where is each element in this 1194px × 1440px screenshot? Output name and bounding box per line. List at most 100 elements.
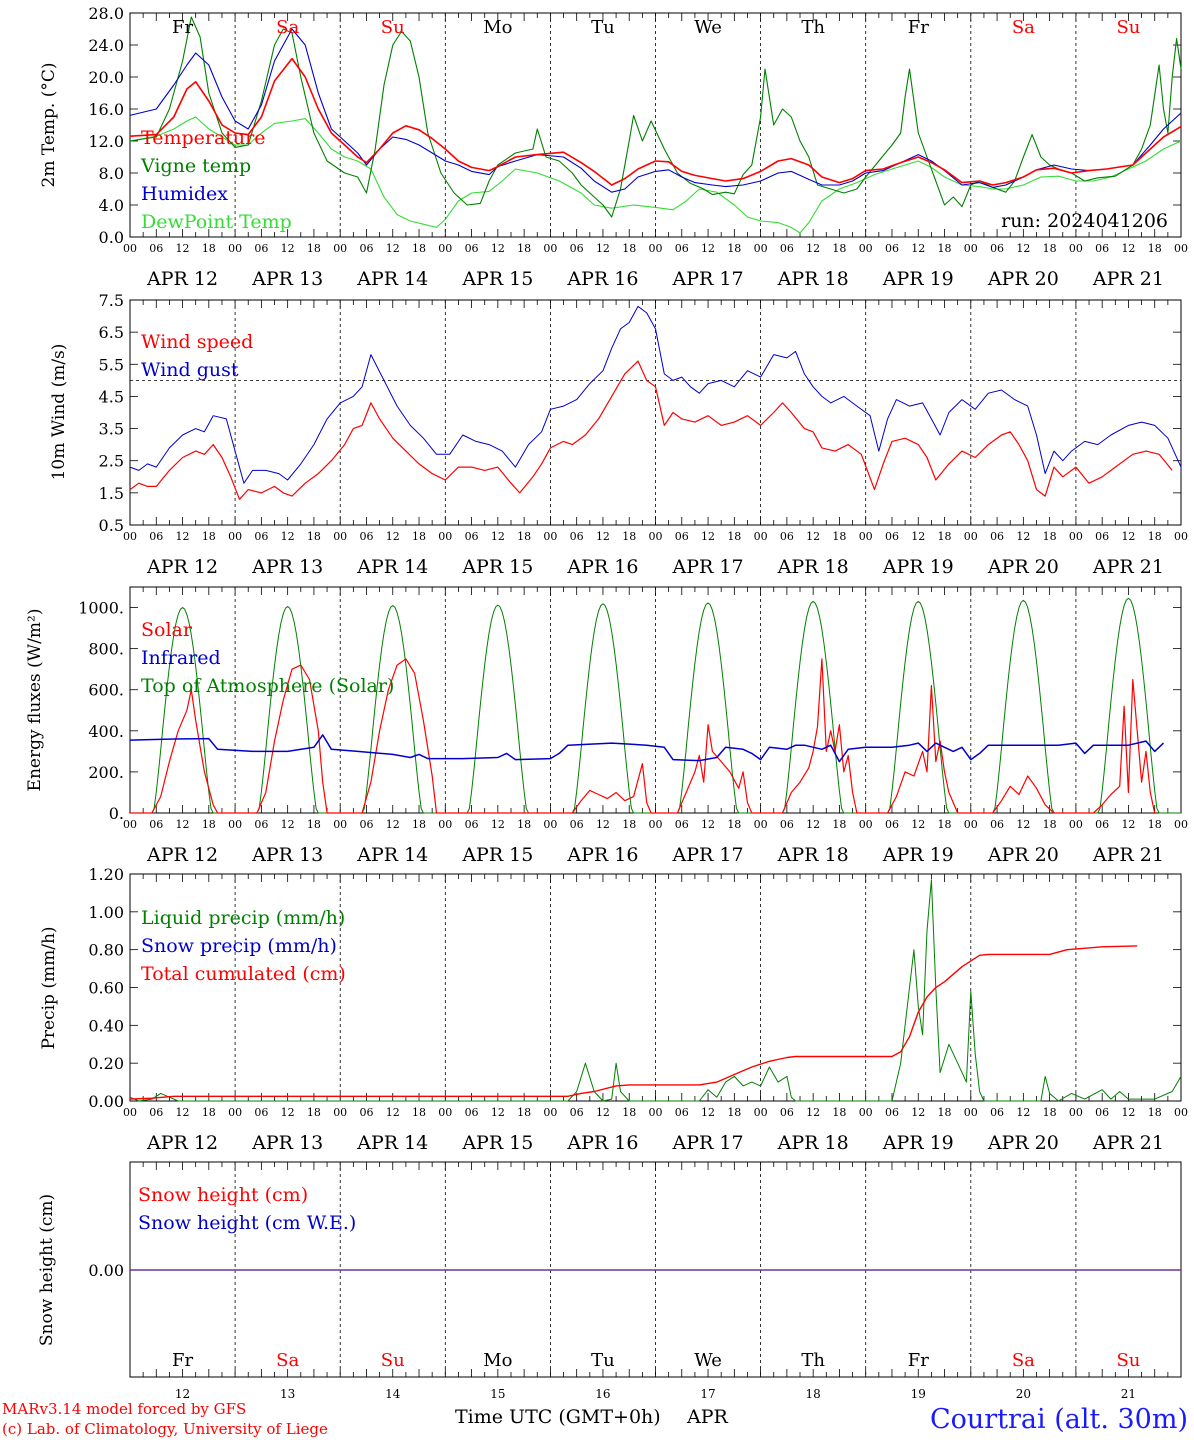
day-name: Su — [1116, 17, 1140, 38]
wind-hour-label: 12 — [596, 530, 610, 543]
energy-y-tick-label: 200. — [88, 763, 124, 782]
precip-date-label: APR 19 — [882, 1132, 954, 1154]
energy-hour-label: 18 — [1148, 818, 1162, 831]
temperature-series — [129, 16, 1182, 234]
snow-y-axis-label: Snow height (cm) — [37, 1194, 57, 1346]
temperature-y-ticks: 0.0 4.0 8.0 12.0 16.0 20.0 24.0 28.0 — [88, 4, 1181, 247]
wind-plot-frame — [129, 299, 1182, 526]
energy-hour-label: 12 — [281, 818, 295, 831]
credit-line-1: MARv3.14 model forced by GFS — [2, 1400, 246, 1418]
wind-hour-label: 06 — [780, 530, 794, 543]
energy-hour-label: 18 — [727, 818, 741, 831]
legend-snow-precip-mm-h-: Snow precip (mm/h) — [141, 935, 337, 957]
energy-hour-label: 12 — [806, 818, 820, 831]
precip-hour-label: 06 — [359, 1106, 373, 1119]
energy-hour-label: 18 — [1043, 818, 1057, 831]
temperature-hour-label: 18 — [307, 242, 321, 255]
energy-date-label: APR 17 — [672, 844, 744, 866]
temperature-hour-label: 06 — [990, 242, 1004, 255]
day-name: Su — [1116, 1350, 1140, 1371]
wind-y-tick-label: 3.5 — [99, 420, 124, 439]
energy-hour-label: 12 — [911, 818, 925, 831]
energy-hour-label: 18 — [832, 818, 846, 831]
energy-hour-label: 00 — [1069, 818, 1083, 831]
precip-date-label: APR 16 — [566, 1132, 638, 1154]
precip-hour-label: 00 — [1069, 1106, 1083, 1119]
wind-hour-label: 12 — [176, 530, 190, 543]
temperature-hour-label: 00 — [649, 242, 663, 255]
wind-x-ticks: 00 06 12 18 00 06 12 18 00 06 12 18 00 06 12 18 00 06 12 18… — [123, 300, 1188, 578]
wind-legend: Wind speed Wind gust — [141, 331, 253, 381]
month-label: APR — [686, 1406, 729, 1428]
wind-hour-label: 12 — [701, 530, 715, 543]
wind-date-label: APR 13 — [251, 556, 323, 578]
precip-hour-label: 12 — [911, 1106, 925, 1119]
energy-hour-label: 12 — [491, 818, 505, 831]
temperature-hour-label: 00 — [964, 242, 978, 255]
precip-hour-label: 12 — [386, 1106, 400, 1119]
energy-hour-label: 00 — [438, 818, 452, 831]
precip-hour-label: 12 — [806, 1106, 820, 1119]
legend-temperature: Temperature — [141, 127, 265, 149]
precip-y-axis-label: Precip (mm/h) — [39, 926, 59, 1049]
legend-liquid-precip-mm-h-: Liquid precip (mm/h) — [141, 907, 345, 929]
wind-hour-label: 06 — [675, 530, 689, 543]
day-name: Mo — [483, 1350, 512, 1371]
temperature-hour-label: 12 — [1016, 242, 1030, 255]
wind-date-label: APR 15 — [461, 556, 533, 578]
wind-hour-label: 18 — [307, 530, 321, 543]
wind-hour-label: 00 — [1069, 530, 1083, 543]
precip-hour-label: 00 — [123, 1106, 137, 1119]
energy-hour-label: 00 — [754, 818, 768, 831]
energy-x-ticks: 00 06 12 18 00 06 12 18 00 06 12 18 00 06 12 18 00 06 12 18… — [123, 587, 1188, 866]
day-name: We — [694, 1350, 722, 1371]
precip-hour-label: 18 — [517, 1106, 531, 1119]
energy-hour-label: 06 — [359, 818, 373, 831]
temperature-hour-label: 18 — [938, 242, 952, 255]
wind-y-tick-label: 2.5 — [99, 452, 124, 471]
wind-series — [129, 305, 1182, 500]
day-number: 19 — [911, 1387, 926, 1401]
precip-x-ticks: 00 06 12 18 00 06 12 18 00 06 12 18 00 06 12 18 00 06 12 18… — [123, 874, 1188, 1154]
snow-legend: Snow height (cm) Snow height (cm W.E.) — [138, 1184, 356, 1234]
wind-hour-label: 06 — [990, 530, 1004, 543]
day-number: 13 — [280, 1387, 295, 1401]
temperature-hour-label: 12 — [386, 242, 400, 255]
energy-date-label: APR 21 — [1092, 844, 1164, 866]
wind-date-label: APR 12 — [146, 556, 218, 578]
precip-date-label: APR 18 — [777, 1132, 849, 1154]
energy-date-label: APR 16 — [566, 844, 638, 866]
precip-hour-label: 06 — [675, 1106, 689, 1119]
precip-hour-label: 12 — [1016, 1106, 1030, 1119]
precip-hour-label: 18 — [727, 1106, 741, 1119]
series-wind-speed — [129, 360, 1173, 500]
day-name: We — [694, 17, 722, 38]
temperature-hour-label: 06 — [570, 242, 584, 255]
precip-date-label: APR 13 — [251, 1132, 323, 1154]
energy-hour-label: 12 — [176, 818, 190, 831]
temperature-hour-label: 18 — [1148, 242, 1162, 255]
temperature-hour-label: 00 — [123, 242, 137, 255]
energy-date-label: APR 12 — [146, 844, 218, 866]
energy-y-axis-label: Energy fluxes (W/m²) — [25, 609, 45, 792]
energy-y-tick-label: 1000. — [78, 599, 124, 618]
precip-hour-label: 18 — [307, 1106, 321, 1119]
temperature-hour-label: 06 — [780, 242, 794, 255]
series-wind-gust — [129, 305, 1182, 484]
wind-y-tick-label: 4.5 — [99, 387, 124, 406]
wind-y-tick-label: 6.5 — [99, 323, 124, 342]
temperature-x-ticks: 00 06 12 18 00 06 12 18 00 06 12 18 00 06 12 18 00 06 12 18… — [123, 13, 1188, 290]
energy-date-label: APR 14 — [356, 844, 428, 866]
wind-y-tick-label: 7.5 — [99, 291, 124, 310]
temperature-y-tick-label: 28.0 — [88, 4, 124, 23]
precip-hour-label: 06 — [254, 1106, 268, 1119]
precip-date-label: APR 12 — [146, 1132, 218, 1154]
precip-hour-label: 00 — [1174, 1106, 1188, 1119]
temperature-hour-label: 12 — [281, 242, 295, 255]
energy-hour-label: 06 — [465, 818, 479, 831]
wind-date-label: APR 19 — [882, 556, 954, 578]
wind-date-label: APR 17 — [672, 556, 744, 578]
precip-hour-label: 06 — [780, 1106, 794, 1119]
energy-date-label: APR 18 — [777, 844, 849, 866]
